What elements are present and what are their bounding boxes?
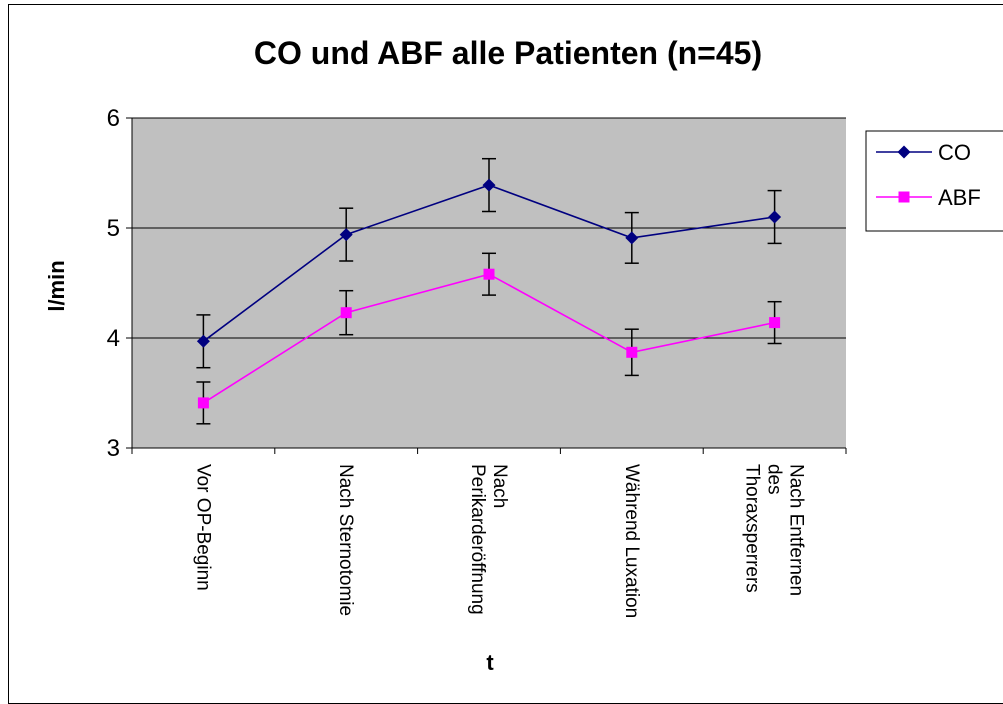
x-category-label: Nach Entfernen: [786, 464, 807, 596]
legend-label: ABF: [938, 185, 981, 210]
chart-title: CO und ABF alle Patienten (n=45): [254, 35, 762, 71]
axes: [126, 117, 847, 454]
data-point-abf: [769, 317, 781, 329]
x-category-label: Vor OP-Beginn: [192, 464, 213, 591]
legend-marker: [897, 145, 911, 159]
x-axis-label: t: [486, 650, 494, 675]
x-category-label: Nach: [489, 464, 510, 508]
y-tick-label: 6: [107, 105, 120, 132]
legend-marker: [898, 191, 910, 203]
data-point-abf: [197, 397, 209, 409]
data-point-co: [625, 231, 639, 245]
x-category-label: Thoraxsperrers: [742, 464, 763, 593]
legend-entries: CO ABF: [876, 140, 981, 210]
line-chart: CO und ABF alle Patienten (n=45) 3 4 5 6 Vo…: [44, 35, 1003, 675]
data-point-abf: [483, 268, 495, 280]
error-bars: [196, 157, 782, 425]
y-tick-label: 5: [107, 215, 120, 242]
y-tick-label: 4: [107, 325, 120, 352]
y-tick-label: 3: [107, 435, 120, 462]
data-point-co: [482, 178, 496, 192]
x-category-label: Perikarderöffnung: [467, 464, 488, 615]
data-point-abf: [340, 307, 352, 319]
y-tick-labels: 3 4 5 6: [107, 105, 120, 462]
x-category-labels: Vor OP-Beginn Nach Sternotomie NachPerikar…: [192, 464, 806, 618]
x-category-label: Nach Sternotomie: [335, 464, 356, 616]
x-category-label: Während Luxation: [621, 464, 642, 618]
legend-label: CO: [938, 140, 971, 165]
legend: [865, 130, 1003, 232]
x-category-label: des: [764, 464, 785, 495]
series-markers: [196, 178, 782, 409]
data-point-co: [196, 334, 210, 348]
y-axis-label: l/min: [44, 260, 69, 311]
data-point-abf: [626, 346, 638, 358]
gridlines: [132, 117, 846, 339]
data-point-co: [768, 210, 782, 224]
data-point-co: [339, 228, 353, 242]
